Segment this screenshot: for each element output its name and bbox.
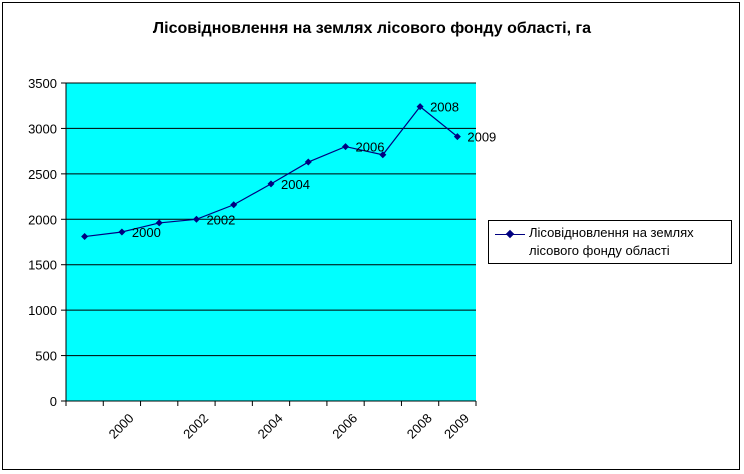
y-tick-label: 3500 [28, 76, 57, 91]
data-point-marker [155, 219, 163, 227]
plot-area [66, 83, 476, 401]
y-tick-label: 2000 [28, 212, 57, 227]
legend-marker-swatch [505, 229, 515, 239]
legend: Лісовідновлення на землях лісового фонду… [488, 220, 732, 264]
data-point-marker [304, 158, 312, 166]
data-point-marker [192, 215, 200, 223]
x-tick-label: 2009 [441, 411, 472, 442]
y-tick-label: 500 [35, 349, 57, 364]
y-tick-label: 1000 [28, 303, 57, 318]
data-point-marker [118, 228, 126, 236]
data-label: 2009 [467, 130, 496, 145]
data-point-marker [342, 143, 350, 151]
data-point-marker [453, 133, 461, 141]
x-tick-label: 2002 [180, 411, 211, 442]
data-point-marker [230, 201, 238, 209]
data-point-marker [416, 103, 424, 111]
data-label: 2000 [132, 225, 161, 240]
y-tick-label: 3000 [28, 121, 57, 136]
data-point-marker [267, 180, 275, 188]
data-label: 2002 [206, 212, 235, 227]
y-tick-label: 2500 [28, 167, 57, 182]
data-label: 2006 [356, 140, 385, 155]
data-label: 2008 [430, 100, 459, 115]
x-tick-label: 2004 [255, 411, 286, 442]
x-tick-label: 2006 [329, 411, 360, 442]
chart-title: Лісовідновлення на землях лісового фонду… [152, 20, 592, 37]
data-point-marker [379, 151, 387, 159]
x-tick-label: 2008 [404, 411, 435, 442]
legend-series-label: Лісовідновлення на землях лісового фонду… [529, 225, 694, 258]
data-label: 2004 [281, 177, 310, 192]
x-tick-label: 2000 [106, 411, 137, 442]
data-point-marker [81, 233, 89, 241]
y-tick-label: 0 [50, 394, 57, 409]
y-tick-label: 1500 [28, 258, 57, 273]
